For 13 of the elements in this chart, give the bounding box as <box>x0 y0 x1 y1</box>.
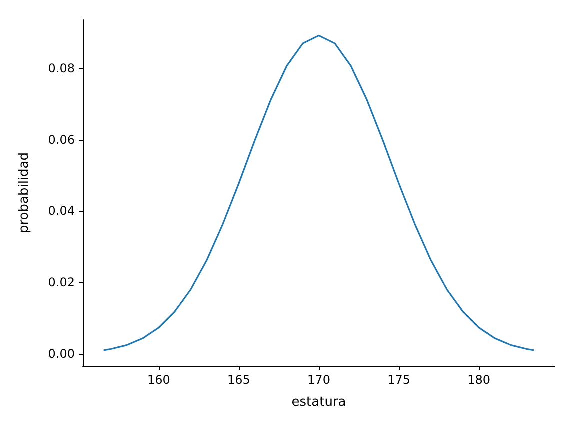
y-axis-title: probabilidad <box>17 152 32 234</box>
x-axis-title: estatura <box>292 395 346 410</box>
x-tick-label: 175 <box>388 373 411 387</box>
x-tick-label: 170 <box>308 373 330 387</box>
line-series <box>104 34 534 352</box>
y-tick-label: 0.04 <box>48 204 75 218</box>
x-tick-label: 165 <box>227 373 250 387</box>
y-tick-label: 0.06 <box>48 132 75 147</box>
x-tick-label: 180 <box>468 373 491 387</box>
y-tick-label: 0.02 <box>48 276 75 290</box>
y-tick-label: 0.00 <box>48 346 75 361</box>
x-tick-label: 160 <box>147 373 170 387</box>
y-tick-label: 0.08 <box>48 62 75 76</box>
